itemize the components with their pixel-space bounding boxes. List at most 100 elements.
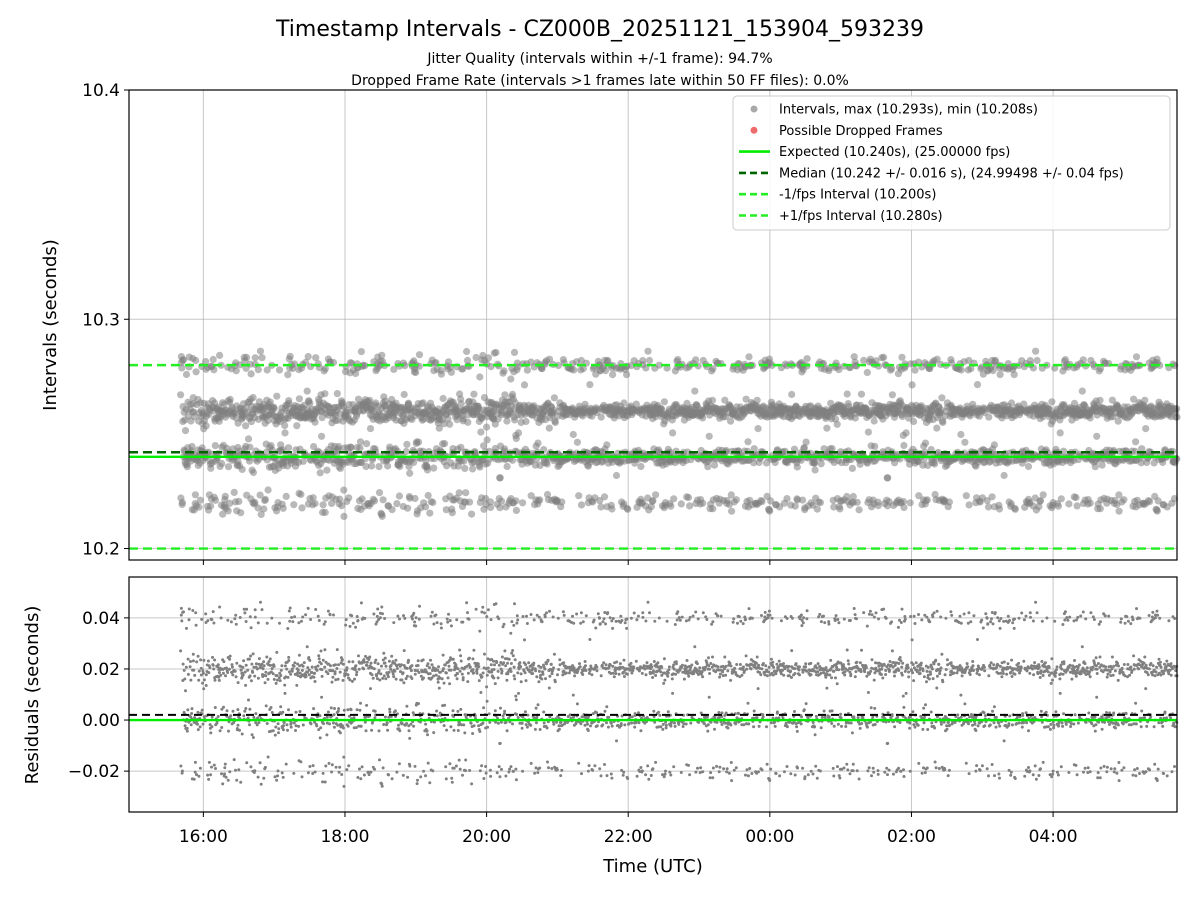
- residual-point: [493, 682, 497, 686]
- interval-point: [1093, 432, 1101, 440]
- residual-point: [278, 679, 282, 683]
- residual-point: [405, 674, 409, 678]
- residual-point: [409, 722, 413, 726]
- interval-point: [1073, 502, 1081, 510]
- residual-point: [320, 695, 324, 699]
- interval-point: [284, 444, 293, 452]
- residual-point: [393, 709, 397, 713]
- residual-point: [219, 616, 223, 620]
- interval-point: [275, 366, 284, 374]
- residual-point: [354, 726, 358, 730]
- residual-point: [406, 775, 410, 779]
- residual-point: [355, 615, 359, 618]
- interval-point: [400, 390, 408, 399]
- residual-point: [221, 671, 225, 675]
- residual-point: [513, 658, 517, 662]
- residual-point: [467, 617, 471, 621]
- interval-point: [519, 499, 527, 507]
- residual-point: [332, 725, 336, 729]
- residual-point: [219, 673, 223, 677]
- interval-point: [384, 462, 392, 470]
- residual-point: [216, 715, 220, 718]
- residual-point: [415, 782, 419, 786]
- interval-point: [686, 502, 694, 510]
- residual-point: [499, 706, 502, 710]
- residual-point: [249, 679, 253, 683]
- residual-point: [300, 775, 304, 779]
- interval-point: [813, 505, 821, 513]
- residual-point: [407, 729, 411, 733]
- residual-point: [306, 771, 310, 775]
- residual-point: [392, 675, 396, 679]
- interval-point: [623, 371, 631, 379]
- residual-point: [314, 608, 318, 611]
- residual-point: [408, 764, 412, 768]
- residual-point: [297, 621, 301, 625]
- interval-point: [1008, 399, 1016, 407]
- interval-point: [340, 486, 348, 494]
- residual-point: [459, 659, 463, 663]
- residual-point: [449, 668, 453, 672]
- residual-point: [193, 760, 197, 764]
- residual-point: [443, 703, 447, 707]
- residual-point: [269, 706, 273, 709]
- interval-point: [472, 353, 480, 362]
- interval-point: [727, 417, 735, 425]
- interval-point: [457, 400, 465, 408]
- residual-point: [511, 654, 515, 658]
- residual-point: [195, 660, 199, 664]
- residual-point: [335, 648, 339, 652]
- residual-point: [546, 658, 550, 662]
- residual-point: [320, 674, 324, 678]
- residual-point: [248, 707, 252, 711]
- residual-point: [223, 772, 226, 776]
- interval-point: [312, 354, 320, 362]
- interval-point: [285, 399, 293, 407]
- residual-point: [231, 673, 235, 677]
- interval-point: [705, 432, 713, 440]
- interval-point: [476, 463, 484, 471]
- residual-point: [497, 663, 501, 667]
- interval-point: [766, 507, 774, 515]
- residual-point: [283, 683, 287, 687]
- interval-point: [321, 365, 329, 373]
- residual-point: [192, 777, 196, 781]
- interval-point: [435, 424, 443, 432]
- interval-point: [179, 356, 188, 364]
- residual-point: [251, 670, 255, 674]
- interval-point: [965, 501, 973, 509]
- residual-point: [428, 781, 432, 785]
- residual-point: [373, 709, 377, 713]
- residual-point: [359, 601, 363, 605]
- residual-point: [507, 770, 511, 774]
- interval-point: [923, 496, 931, 504]
- residual-point: [264, 674, 268, 678]
- residual-point: [431, 669, 434, 672]
- residual-point: [452, 766, 456, 770]
- interval-point: [183, 463, 191, 471]
- interval-point: [1120, 496, 1128, 504]
- residual-point: [451, 709, 455, 713]
- interval-point: [261, 495, 269, 503]
- residual-point: [236, 723, 240, 727]
- residual-point: [184, 665, 188, 669]
- residual-point: [403, 616, 407, 620]
- interval-point: [884, 474, 892, 482]
- interval-point: [683, 399, 691, 407]
- interval-point: [1131, 447, 1139, 455]
- residual-point: [407, 658, 410, 662]
- interval-point: [466, 498, 474, 506]
- residual-point: [437, 665, 440, 669]
- residual-point: [545, 726, 549, 730]
- interval-point: [810, 459, 819, 467]
- interval-point: [742, 395, 750, 403]
- residual-point: [287, 670, 291, 674]
- residual-point: [375, 614, 379, 618]
- interval-point: [699, 499, 707, 507]
- residual-point: [266, 755, 270, 759]
- residual-point: [478, 629, 482, 633]
- residual-point: [538, 728, 542, 731]
- residual-point: [458, 767, 462, 771]
- residual-point: [538, 766, 542, 770]
- residual-point: [292, 664, 296, 668]
